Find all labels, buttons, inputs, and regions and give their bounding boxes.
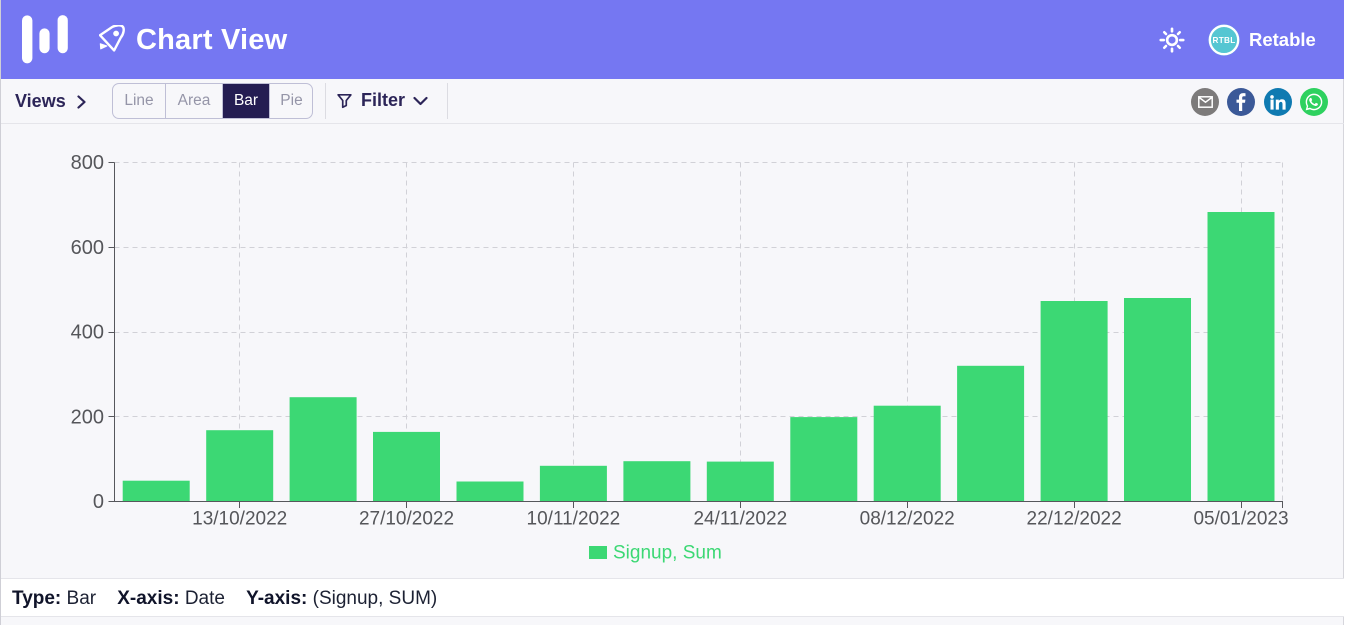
svg-text:10/11/2022: 10/11/2022 [527, 509, 621, 530]
svg-text:24/11/2022: 24/11/2022 [693, 509, 787, 530]
svg-text:05/01/2023: 05/01/2023 [1193, 509, 1288, 530]
svg-text:22/12/2022: 22/12/2022 [1027, 509, 1122, 530]
svg-text:800: 800 [71, 152, 104, 174]
svg-text:400: 400 [71, 322, 104, 344]
svg-text:RTBL: RTBL [1212, 36, 1235, 45]
svg-text:13/10/2022: 13/10/2022 [192, 509, 287, 530]
svg-text:Signup, Sum: Signup, Sum [613, 543, 722, 564]
svg-text:0: 0 [93, 491, 104, 513]
svg-text:27/10/2022: 27/10/2022 [359, 509, 454, 530]
svg-text:600: 600 [71, 237, 104, 259]
svg-text:08/12/2022: 08/12/2022 [860, 509, 955, 530]
svg-text:200: 200 [71, 407, 104, 429]
